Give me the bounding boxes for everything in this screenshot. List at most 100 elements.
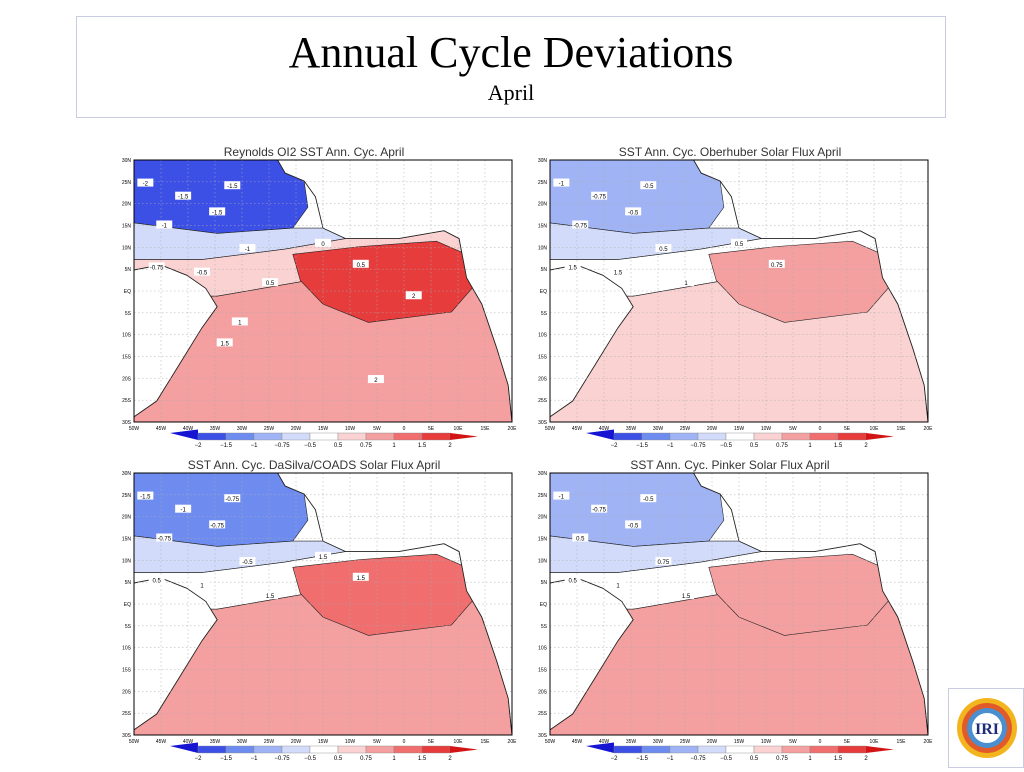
contour-label-bg xyxy=(239,244,256,253)
colorbar-label: 0.5 xyxy=(334,443,343,448)
contour-label: 1.5 xyxy=(614,271,623,277)
colorbar-left-arrow xyxy=(586,429,614,440)
contour-label: -1.5 xyxy=(140,495,151,501)
x-tick-label: 10E xyxy=(870,739,880,745)
contour-label: 1.5 xyxy=(319,555,328,561)
colorbar-label: 2 xyxy=(448,756,452,761)
contour-label-bg xyxy=(137,491,154,500)
x-tick-label: 5W xyxy=(789,739,797,745)
y-tick-label: 25S xyxy=(122,398,132,404)
x-tick-label: 15W xyxy=(318,739,329,745)
contour-label: 0 xyxy=(321,242,325,248)
plot-frame xyxy=(133,472,513,736)
contour-label-bg xyxy=(610,580,627,589)
contour-label-bg xyxy=(678,278,695,287)
colorbar-segment xyxy=(225,432,255,441)
y-tick-label: 5S xyxy=(541,624,548,630)
colorbar-segment xyxy=(837,432,867,441)
contour-label-bg xyxy=(175,504,192,513)
x-tick-label: 10W xyxy=(761,739,772,745)
colorbar-label: −0.5 xyxy=(304,443,317,448)
x-tick-label: 20W xyxy=(707,426,718,432)
contour-label-bg xyxy=(591,504,608,513)
colorbar-segment xyxy=(697,432,727,441)
contour-label-bg xyxy=(148,575,165,584)
x-tick-label: 50W xyxy=(545,739,556,745)
colorbar: −2 −1.5 −1 −0.75 −0.5 0.5 0.75 1 1.5 2 xyxy=(586,742,894,761)
y-tick-label: 10S xyxy=(538,646,548,652)
colorbar-label: 2 xyxy=(864,756,868,761)
contour-label-bg xyxy=(231,317,248,326)
title-box: Annual Cycle Deviations April xyxy=(76,16,946,118)
contour-label: -0.5 xyxy=(643,184,654,190)
contour-label-bg xyxy=(209,520,226,529)
colorbar-label: −2 xyxy=(195,443,203,448)
y-tick-label: 20N xyxy=(538,515,548,521)
x-tick-label: 5E xyxy=(428,426,435,432)
south-america-land xyxy=(550,264,634,418)
contour-label: -1 xyxy=(162,224,168,230)
colorbar-label: 0.75 xyxy=(360,443,372,448)
x-tick-label: 15W xyxy=(734,739,745,745)
map-panel-oberhuber: SST Ann. Cyc. Oberhuber Solar Flux April… xyxy=(524,142,936,448)
contour-label-bg xyxy=(625,520,642,529)
colorbar-segment xyxy=(365,745,395,754)
colorbar-segment xyxy=(309,745,339,754)
contour-label-bg xyxy=(352,572,369,581)
contour-label: 0.75 xyxy=(771,263,783,269)
contour-label: 1 xyxy=(684,281,688,287)
map-plot-area: -1 -0.75 -0.5 -0.5 0.5 0.75 0.5 1 1.5 xyxy=(550,473,928,735)
contour-label: -0.5 xyxy=(628,523,639,529)
colorbar-label: 1.5 xyxy=(418,443,427,448)
x-tick-label: 40W xyxy=(183,739,194,745)
contour-label: -2 xyxy=(143,182,149,188)
map-plot-area: -1.5 -1 -0.75 -0.75 -0.75 -0.5 0.5 1 1.5 1.5 1.5 xyxy=(134,473,512,735)
page-subtitle: April xyxy=(487,80,535,105)
colorbar-label: 0.5 xyxy=(750,756,759,761)
map-svg: SST Ann. Cyc. Pinker Solar Flux April-1-… xyxy=(538,458,933,761)
map-plot-area: -1 -0.75 -0.5 -0.5 -0.75 0.5 1.5 1.5 1 0.5 0.75 xyxy=(550,160,928,422)
x-tick-label: 50W xyxy=(129,739,140,745)
y-tick-label: 10N xyxy=(122,558,132,564)
map-title: SST Ann. Cyc. Pinker Solar Flux April xyxy=(630,458,829,472)
contour-label: -1 xyxy=(559,495,565,501)
colorbar-segment xyxy=(753,432,783,441)
colorbar-label: −0.75 xyxy=(690,443,706,448)
x-tick-label: 15W xyxy=(734,426,745,432)
y-tick-label: 10N xyxy=(538,558,548,564)
contour-label-bg xyxy=(768,259,785,268)
y-tick-label: 30S xyxy=(538,420,548,426)
contour-label: 0.5 xyxy=(659,247,668,253)
x-tick-label: 5W xyxy=(373,739,381,745)
colorbar-label: −1 xyxy=(667,756,675,761)
colorbar-segment xyxy=(809,432,839,441)
colorbar: −2 −1.5 −1 −0.75 −0.5 0.5 0.75 1 1.5 2 xyxy=(586,429,894,448)
colorbar-segment xyxy=(641,745,671,754)
contour-label-bg xyxy=(678,591,695,600)
contour-label: -0.5 xyxy=(197,271,208,277)
contour-label-bg xyxy=(315,551,331,560)
colorbar-segment xyxy=(393,432,423,441)
colorbar-segment xyxy=(253,432,283,441)
colorbar-segment xyxy=(809,745,839,754)
colorbar-segment xyxy=(613,745,643,754)
contour-label: 1 xyxy=(616,584,620,590)
contour-label: -0.75 xyxy=(150,265,164,271)
colorbar-left-arrow xyxy=(170,742,198,753)
colorbar-label: −0.5 xyxy=(720,756,733,761)
colorbar-label: −1 xyxy=(667,443,675,448)
y-tick-label: 15N xyxy=(538,224,548,230)
x-tick-label: 25W xyxy=(680,426,691,432)
x-tick-label: 0 xyxy=(819,739,822,745)
y-tick-label: 20N xyxy=(538,202,548,208)
contour-label: -0.5 xyxy=(628,210,639,216)
contour-label: 1.5 xyxy=(266,594,275,600)
y-tick-label: 20S xyxy=(538,376,548,382)
contour-label-bg xyxy=(553,178,570,187)
contour-label: -1.5 xyxy=(178,195,189,201)
y-tick-label: 25N xyxy=(122,493,132,499)
y-tick-label: 15S xyxy=(122,355,132,361)
x-tick-label: 5E xyxy=(844,739,851,745)
y-tick-label: EQ xyxy=(124,289,131,295)
colorbar-label: 1.5 xyxy=(834,756,843,761)
